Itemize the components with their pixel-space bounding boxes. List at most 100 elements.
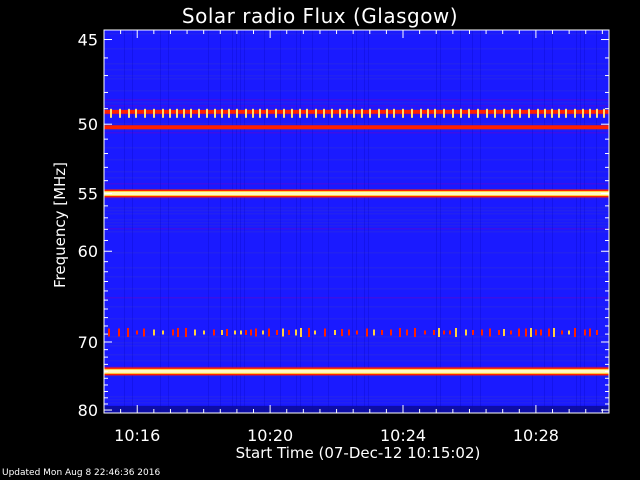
- burst-mark: [236, 108, 238, 118]
- burst-mark: [221, 329, 223, 335]
- burst-mark: [353, 108, 355, 118]
- burst-mark: [596, 329, 598, 335]
- band-line: [104, 125, 609, 130]
- burst-mark: [315, 108, 317, 118]
- burst-mark: [402, 108, 404, 118]
- burst-mark: [525, 328, 527, 337]
- noise-row: [104, 99, 609, 101]
- noise-row: [104, 207, 609, 209]
- noise-column: [220, 30, 221, 413]
- burst-mark: [510, 330, 512, 335]
- burst-mark: [323, 108, 325, 118]
- x-tick-label: 10:20: [247, 426, 293, 445]
- noise-row: [104, 354, 609, 356]
- burst-mark: [373, 329, 375, 336]
- burst-mark: [561, 330, 563, 335]
- burst-mark: [221, 108, 223, 118]
- burst-mark: [427, 108, 429, 118]
- noise-column: [312, 30, 313, 413]
- burst-mark: [537, 108, 539, 118]
- burst-mark: [299, 108, 301, 118]
- noise-row: [104, 63, 609, 65]
- burst-mark: [589, 328, 591, 337]
- noise-row: [104, 318, 609, 320]
- noise-row: [104, 177, 609, 179]
- band-line: [104, 109, 609, 114]
- noise-row: [104, 267, 609, 269]
- y-tick-label: 70: [78, 333, 98, 352]
- burst-mark: [584, 329, 586, 336]
- burst-mark: [266, 108, 268, 118]
- noise-row: [104, 297, 609, 299]
- noise-row: [104, 396, 609, 398]
- noise-row: [104, 231, 609, 233]
- x-tick-label: 10:16: [114, 426, 160, 445]
- burst-mark: [486, 108, 488, 118]
- burst-mark: [276, 329, 278, 335]
- noise-column: [264, 30, 265, 413]
- burst-mark: [144, 108, 146, 118]
- burst-mark: [162, 108, 164, 118]
- burst-mark: [295, 329, 297, 336]
- burst-mark: [110, 108, 112, 118]
- burst-mark: [128, 108, 130, 118]
- noise-column: [532, 30, 533, 413]
- noise-column: [460, 30, 461, 413]
- burst-mark: [530, 327, 532, 337]
- burst-mark: [414, 327, 416, 337]
- burst-mark: [288, 329, 290, 335]
- noise-row: [104, 90, 609, 92]
- burst-mark: [452, 108, 454, 118]
- burst-mark: [206, 108, 208, 118]
- burst-mark: [551, 108, 553, 118]
- burst-mark: [213, 329, 215, 336]
- noise-row: [104, 78, 609, 80]
- burst-mark: [465, 329, 467, 336]
- burst-mark: [214, 108, 216, 118]
- burst-mark: [314, 330, 316, 335]
- burst-mark: [245, 108, 247, 118]
- noise-row: [104, 276, 609, 278]
- noise-row: [104, 360, 609, 362]
- noise-row: [104, 198, 609, 200]
- noise-row: [104, 147, 609, 149]
- burst-mark: [108, 328, 110, 337]
- noise-row: [104, 114, 609, 116]
- burst-mark: [143, 328, 145, 337]
- burst-mark: [589, 108, 591, 118]
- burst-mark: [378, 108, 380, 118]
- noise-row: [104, 159, 609, 161]
- noise-row: [104, 171, 609, 173]
- burst-mark: [119, 108, 121, 118]
- burst-mark: [519, 108, 521, 118]
- noise-row: [104, 210, 609, 212]
- noise-row: [104, 102, 609, 104]
- noise-row: [104, 375, 609, 377]
- burst-mark: [177, 327, 179, 337]
- noise-row: [104, 69, 609, 71]
- noise-column: [208, 30, 209, 413]
- noise-column: [436, 30, 437, 413]
- burst-mark: [262, 330, 264, 335]
- burst-mark: [481, 329, 483, 336]
- burst-mark: [565, 108, 567, 118]
- burst-mark: [494, 108, 496, 118]
- noise-row: [104, 213, 609, 215]
- burst-mark: [574, 108, 576, 118]
- y-tick-label: 80: [78, 401, 98, 420]
- burst-mark: [255, 328, 257, 337]
- burst-mark: [503, 108, 505, 118]
- y-tick-label: 55: [78, 185, 98, 204]
- y-tick-label: 45: [78, 31, 98, 50]
- burst-mark: [194, 329, 196, 336]
- noise-row: [104, 342, 609, 344]
- burst-mark: [153, 108, 155, 118]
- x-axis-label: Start Time (07-Dec-12 10:15:02): [235, 444, 481, 462]
- burst-mark: [250, 329, 252, 336]
- x-tick-label: 10:28: [513, 426, 559, 445]
- noise-column: [168, 30, 169, 413]
- burst-mark: [282, 328, 284, 337]
- burst-mark: [361, 108, 363, 118]
- burst-mark: [172, 329, 174, 336]
